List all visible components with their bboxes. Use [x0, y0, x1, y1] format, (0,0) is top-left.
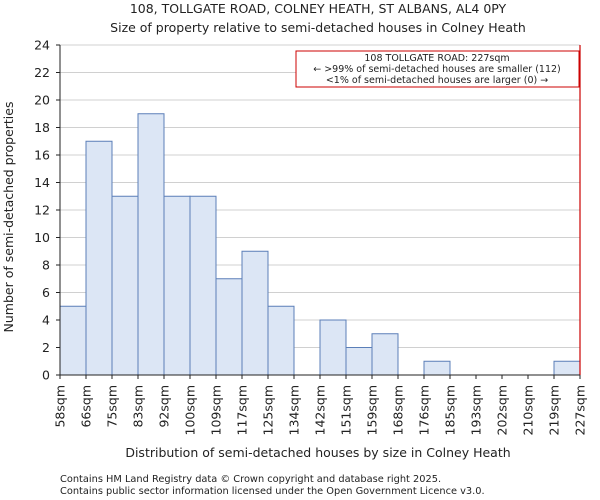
bar: [163, 195, 191, 376]
bar: [111, 195, 139, 376]
x-tick-label: 109sqm: [209, 385, 224, 435]
annotation-box: 108 TOLLGATE ROAD: 227sqm ← >99% of semi…: [295, 50, 580, 88]
x-tick-label: 58sqm: [53, 385, 68, 428]
bar: [215, 278, 243, 376]
y-tick-label: 6: [42, 285, 50, 300]
bar: [423, 360, 451, 376]
bar: [345, 347, 373, 376]
x-tick-label: 227sqm: [573, 385, 588, 435]
chart-title: 108, TOLLGATE ROAD, COLNEY HEATH, ST ALB…: [130, 1, 507, 16]
bars: [59, 113, 581, 376]
footer-line-2: Contains public sector information licen…: [60, 486, 485, 497]
y-tick-label: 10: [34, 230, 50, 245]
x-tick-label: 142sqm: [313, 385, 328, 435]
bar: [371, 333, 399, 376]
bar: [137, 113, 165, 376]
y-tick-label: 24: [34, 38, 50, 53]
x-tick-label: 176sqm: [417, 385, 432, 435]
bar: [85, 140, 113, 376]
annotation-line-1: 108 TOLLGATE ROAD: 227sqm: [364, 53, 509, 64]
bar: [319, 319, 347, 376]
y-tick-label: 8: [42, 258, 50, 273]
x-tick-label: 125sqm: [261, 385, 276, 435]
y-tick-label: 2: [42, 340, 50, 355]
x-tick-label: 75sqm: [105, 385, 120, 428]
x-tick-label: 202sqm: [495, 385, 510, 435]
x-tick-label: 159sqm: [365, 385, 380, 435]
x-tick-label: 210sqm: [521, 385, 536, 435]
y-tick-label: 16: [34, 148, 50, 163]
bar: [267, 305, 295, 376]
x-tick-label: 219sqm: [547, 385, 562, 435]
bar: [189, 195, 217, 376]
x-tick-label: 168sqm: [391, 385, 406, 435]
x-axis-ticks: 58sqm 66sqm 75sqm 83sqm 92sqm 100sqm 109sqm 117…: [53, 375, 588, 435]
x-tick-label: 100sqm: [183, 385, 198, 435]
bar: [553, 360, 581, 376]
y-tick-label: 14: [34, 175, 50, 190]
x-tick-label: 92sqm: [157, 385, 172, 428]
annotation-line-3: <1% of semi-detached houses are larger (…: [326, 75, 548, 86]
bar: [59, 305, 87, 376]
x-tick-label: 151sqm: [339, 385, 354, 435]
annotation-line-2: ← >99% of semi-detached houses are small…: [313, 64, 561, 75]
y-tick-label: 22: [34, 65, 50, 80]
x-tick-label: 193sqm: [469, 385, 484, 435]
y-tick-label: 4: [42, 313, 50, 328]
chart-subtitle: Size of property relative to semi-detach…: [110, 20, 526, 35]
footer-line-1: Contains HM Land Registry data © Crown c…: [60, 474, 441, 485]
y-tick-label: 0: [42, 368, 50, 383]
y-tick-label: 18: [34, 120, 50, 135]
x-tick-label: 117sqm: [235, 385, 250, 435]
y-tick-label: 20: [34, 93, 50, 108]
y-axis-label: Number of semi-detached properties: [1, 102, 16, 333]
x-tick-label: 134sqm: [287, 385, 302, 435]
y-tick-label: 12: [34, 203, 50, 218]
x-tick-label: 83sqm: [131, 385, 146, 428]
bar: [241, 250, 269, 376]
x-axis-label: Distribution of semi-detached houses by …: [125, 445, 510, 460]
x-tick-label: 66sqm: [79, 385, 94, 428]
x-tick-label: 185sqm: [443, 385, 458, 435]
